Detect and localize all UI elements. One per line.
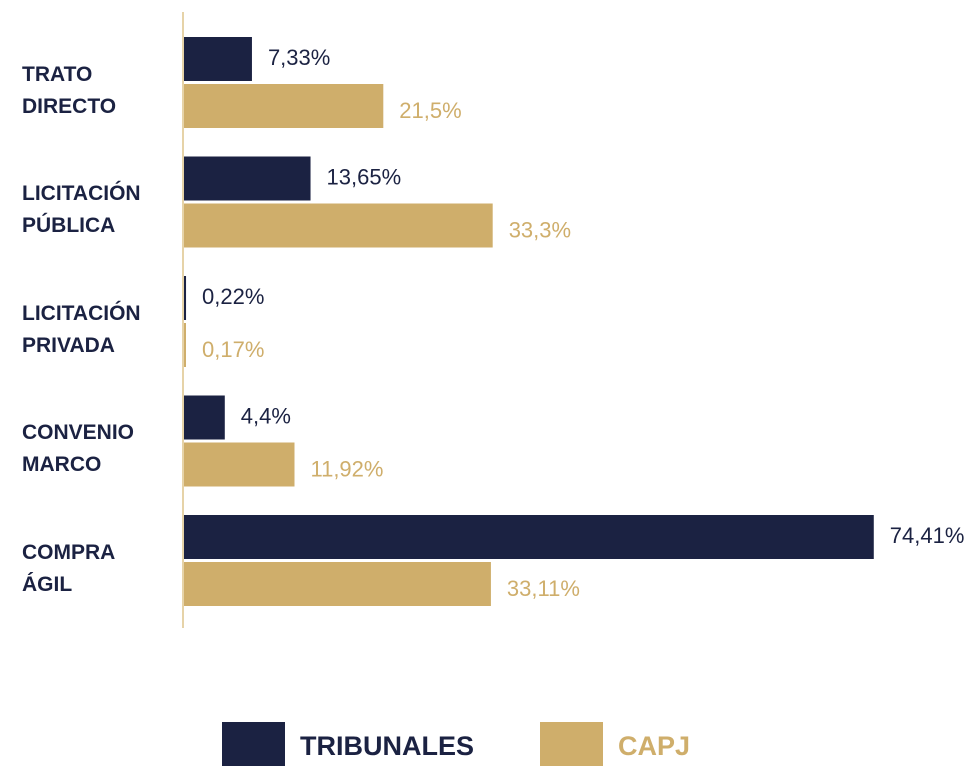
bar — [184, 395, 225, 440]
value-label: 74,41% — [890, 523, 965, 548]
bar — [184, 562, 491, 606]
value-label: 0,22% — [202, 284, 264, 309]
value-label: 33,3% — [509, 217, 571, 242]
value-label: 0,17% — [202, 337, 264, 362]
category-label: LICITACIÓN PRIVADA — [22, 301, 141, 357]
category-label: COMPRA ÁGIL — [22, 540, 115, 596]
value-label: 33,11% — [507, 576, 580, 601]
legend-swatch — [540, 722, 603, 766]
bar — [184, 323, 186, 367]
bar — [184, 276, 187, 320]
legend-swatch — [222, 722, 285, 766]
value-label: 13,65% — [327, 164, 402, 189]
bar — [184, 37, 252, 81]
bar — [184, 156, 311, 201]
value-label: 4,4% — [241, 403, 291, 428]
category-label: CONVENIO MARCO — [22, 421, 135, 476]
bar — [184, 515, 874, 559]
legend-label: CAPJ — [618, 731, 690, 761]
bar — [184, 442, 295, 487]
category-label: LICITACIÓN PÚBLICA — [22, 182, 141, 237]
value-label: 11,92% — [310, 456, 383, 481]
bar — [184, 84, 384, 128]
legend-label: TRIBUNALES — [300, 731, 474, 761]
value-label: 21,5% — [399, 98, 461, 123]
category-label: TRATO DIRECTO — [22, 62, 117, 118]
bar — [184, 203, 493, 248]
value-label: 7,33% — [268, 45, 330, 70]
